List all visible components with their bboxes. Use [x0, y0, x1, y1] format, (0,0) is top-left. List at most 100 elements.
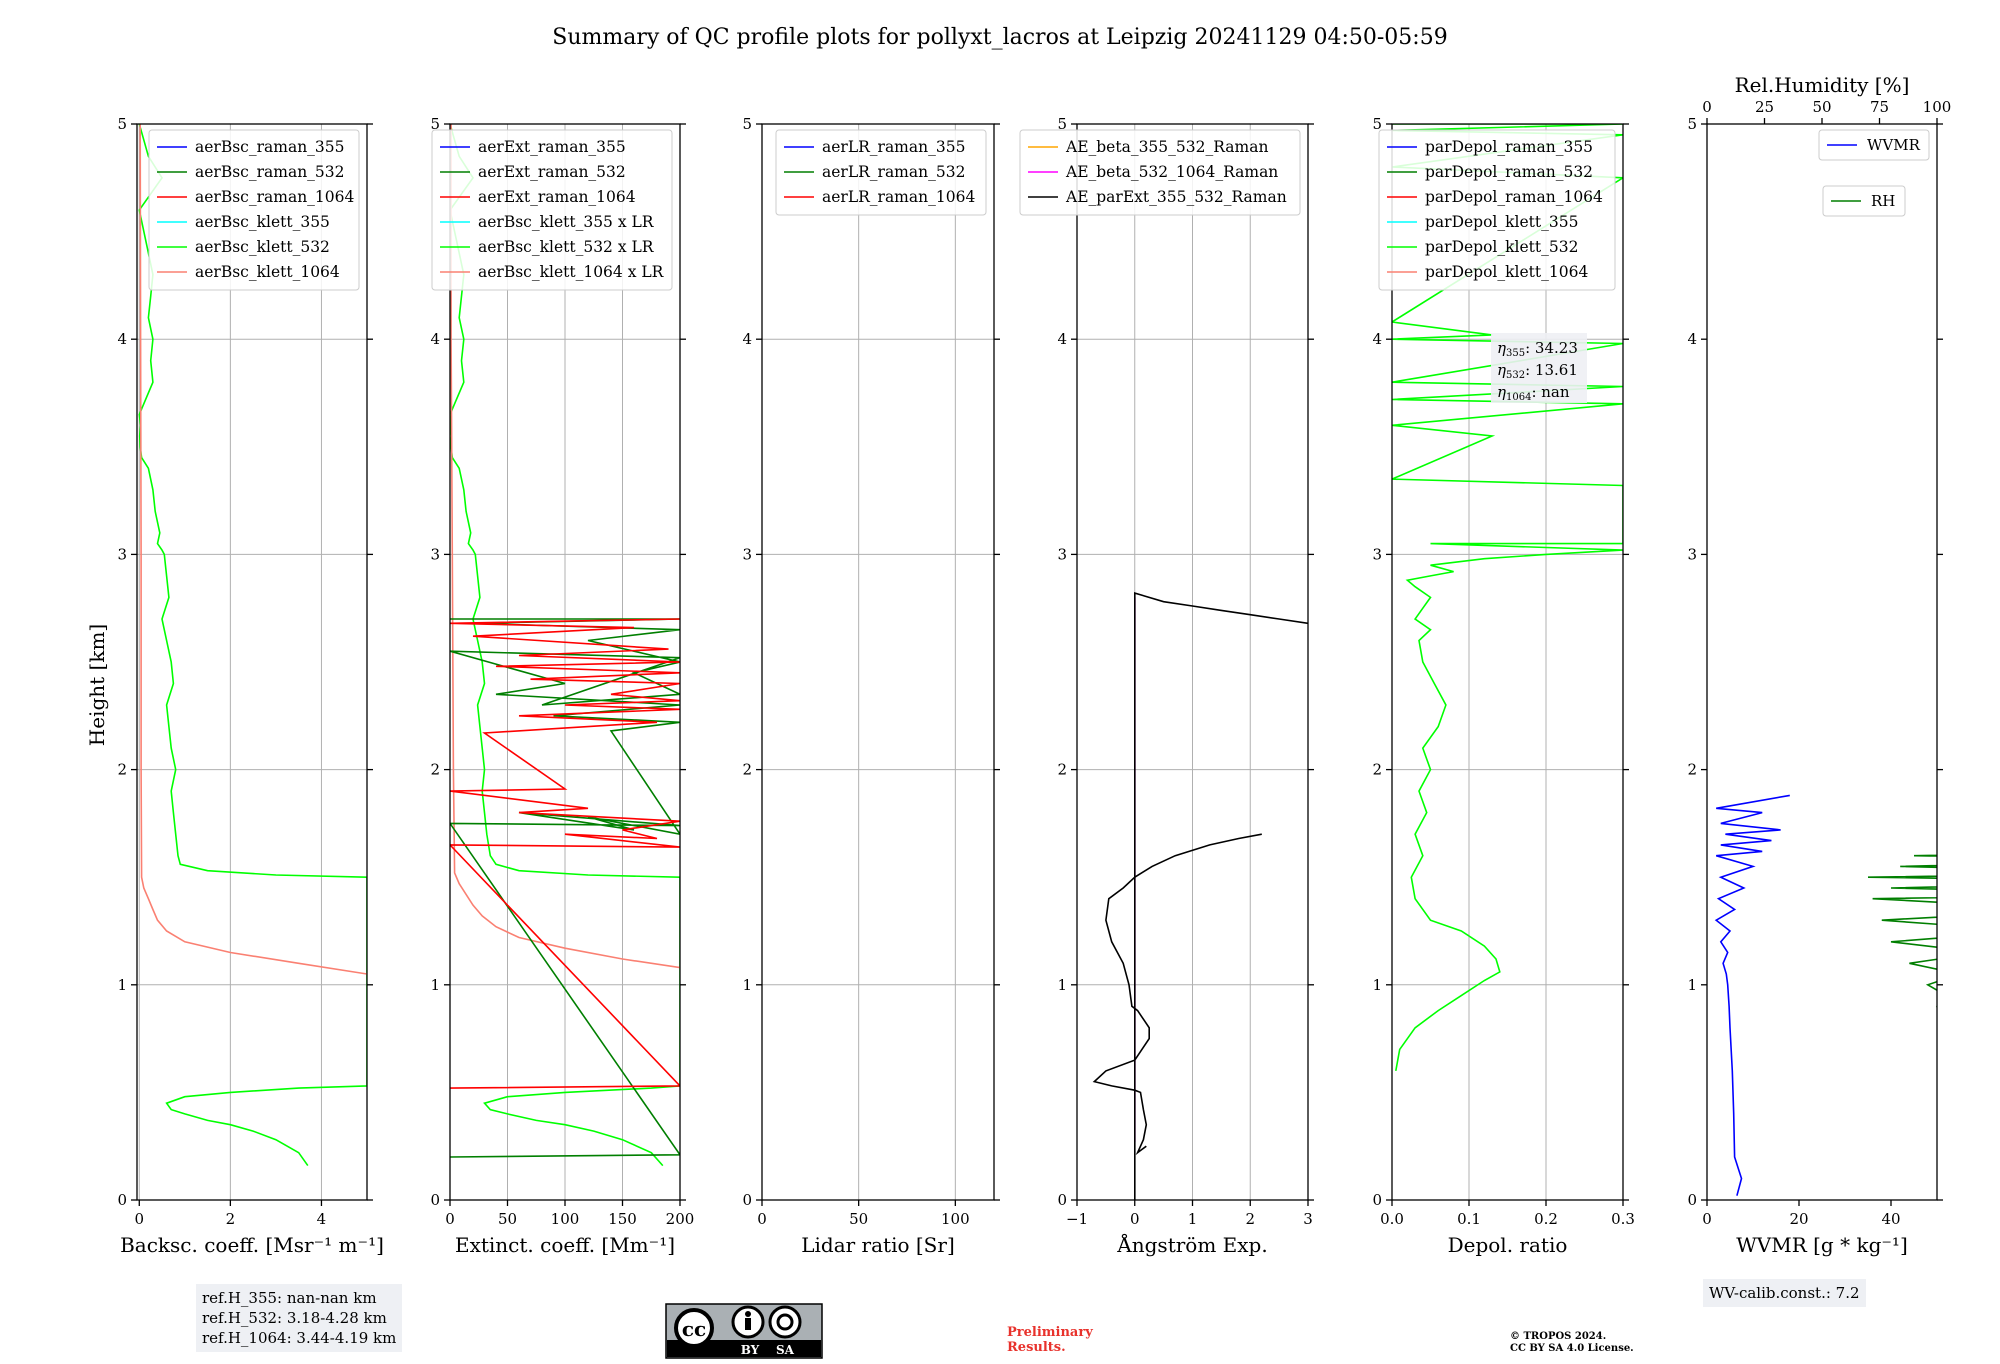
panel-2-legend-label-3: aerBsc_klett_355 x LR	[478, 213, 655, 231]
panel-5-annotation-symbol-1: η	[1497, 361, 1506, 379]
license-line-2: CC BY SA 4.0 License.	[1510, 1343, 1634, 1354]
panel-1-xtick-label-0: 0	[135, 1210, 145, 1228]
panel-2-ytick-label-1: 1	[430, 976, 440, 994]
panel-3-legend-label-2: aerLR_raman_1064	[822, 188, 975, 206]
panel-2-series-0	[450, 124, 680, 1167]
panel-5-xtick-label-0: 0.0	[1380, 1210, 1404, 1228]
panel-5-ytick-label-0: 0	[1372, 1191, 1382, 1209]
panel-5-legend-label-0: parDepol_raman_355	[1425, 138, 1593, 156]
panel-2-xtick-label-1: 50	[498, 1210, 517, 1228]
panel-5-annotation-value-1: : 13.61	[1525, 361, 1578, 379]
panel-6-x2tick-label-0: 0	[1702, 98, 1712, 116]
panel-1-frame	[136, 123, 368, 1201]
panel-5-ytick-label-4: 4	[1372, 330, 1382, 348]
panel-4-ytick-label-5: 5	[1057, 115, 1067, 133]
panel-2-x-axis-label: Extinct. coeff. [Mm⁻¹]	[455, 1233, 675, 1257]
panel-2-legend-label-1: aerExt_raman_532	[478, 163, 626, 181]
panel-5-annotation-value-2: : nan	[1531, 383, 1569, 401]
panel-5-annotation-2: η1064: nan	[1497, 383, 1570, 403]
panel-2: 0 50 100 150 200 0 1 2 3 4 5 Extinct. coeff. [Mm⁻¹]…	[430, 115, 694, 1257]
panel-6-ytick-label-1: 1	[1687, 976, 1697, 994]
panel-1-series-0	[138, 124, 367, 1167]
panel-1-legend-label-3: aerBsc_klett_355	[195, 213, 330, 231]
panel-5-xtick-label-1: 0.1	[1457, 1210, 1481, 1228]
sa-text: SA	[776, 1343, 795, 1357]
panel-4-xtick-label-4: 3	[1303, 1210, 1313, 1228]
panel-5-ytick-label-1: 1	[1372, 976, 1382, 994]
panel-4-ytick-label-4: 4	[1057, 330, 1067, 348]
panel-2-legend-label-4: aerBsc_klett_532 x LR	[478, 238, 655, 256]
panel-1: 0 2 4 0 1 2 3 4 5 Backsc. coeff. [Msr⁻¹ m⁻¹] aerBs…	[117, 115, 383, 1257]
panel-6-x-axis-label: WVMR [g * kg⁻¹]	[1736, 1233, 1908, 1257]
panel-2-xtick-label-4: 200	[666, 1210, 695, 1228]
panel-4-series-1	[1134, 592, 1308, 1200]
panel-4-xtick-label-1: 0	[1130, 1210, 1140, 1228]
panel-3-ytick-label-1: 1	[742, 976, 752, 994]
panel-3-frame	[761, 123, 995, 1201]
panel-4-ytick-label-0: 0	[1057, 1191, 1067, 1209]
panel-6-x2tick-label-4: 100	[1923, 98, 1952, 116]
panel-1-ytick-label-2: 2	[117, 761, 127, 779]
panel-5-annotation-symbol-0: η	[1497, 339, 1506, 357]
panel-4-series-2	[1092, 833, 1262, 1156]
panel-6-xtick-label-0: 0	[1702, 1210, 1712, 1228]
ref-height-355: ref.H_355: nan-nan km	[202, 1289, 377, 1307]
panel-5-legend-label-4: parDepol_klett_532	[1425, 238, 1578, 256]
panel-6-legend-label-0: WVMR	[1867, 136, 1921, 154]
panel-5-legend-label-5: parDepol_klett_1064	[1425, 263, 1588, 281]
ref-height-532: ref.H_532: 3.18-4.28 km	[202, 1309, 387, 1327]
figure-title: Summary of QC profile plots for pollyxt_…	[552, 25, 1447, 50]
panel-3-ytick-label-2: 2	[742, 761, 752, 779]
panel-2-series-1	[450, 124, 680, 969]
panel-2-ytick-label-0: 0	[430, 1191, 440, 1209]
panel-3-ytick-label-0: 0	[742, 1191, 752, 1209]
panel-6-legend-box-1	[1822, 185, 1906, 217]
panel-6-xtick-label-1: 20	[1789, 1210, 1808, 1228]
panel-4-x-axis-label: Ångström Exp.	[1116, 1232, 1267, 1257]
panel-2-xtick-label-2: 100	[551, 1210, 580, 1228]
panel-5-annotation-1: η532: 13.61	[1497, 361, 1578, 381]
panel-2-legend-label-0: aerExt_raman_355	[478, 138, 626, 156]
panel-6-x2-axis-label: Rel.Humidity [%]	[1735, 73, 1910, 97]
panel-6-x2tick-label-2: 50	[1812, 98, 1831, 116]
sa-icon	[768, 1305, 802, 1339]
panel-5-annotation-sub-1: 532	[1506, 370, 1525, 381]
panel-2-ytick-label-2: 2	[430, 761, 440, 779]
panel-4-xtick-label-2: 1	[1188, 1210, 1198, 1228]
panel-5-annotation-sub-0: 355	[1506, 348, 1525, 359]
panel-4-legend-box	[1019, 129, 1301, 216]
panel-5-legend-box	[1378, 129, 1616, 291]
panel-6-series-1	[1867, 844, 1937, 1011]
panel-5-xtick-label-2: 0.2	[1534, 1210, 1558, 1228]
panel-5-annotation-sub-2: 1064	[1506, 392, 1531, 403]
panel-4-legend-label-1: AE_beta_532_1064_Raman	[1065, 163, 1278, 181]
panel-2-legend-box	[431, 129, 673, 291]
panel-3-xtick-label-0: 0	[757, 1210, 767, 1228]
panel-4-xtick-label-0: −1	[1066, 1210, 1088, 1228]
panel-2-ytick-label-4: 4	[430, 330, 440, 348]
panel-3-xtick-label-1: 50	[849, 1210, 868, 1228]
y-axis-label: Height [km]	[85, 624, 109, 746]
panel-1-ytick-label-5: 5	[117, 115, 127, 133]
panel-5-ytick-label-3: 3	[1372, 545, 1382, 563]
panel-4-ytick-label-2: 2	[1057, 761, 1067, 779]
panel-5-legend-label-1: parDepol_raman_532	[1425, 163, 1593, 181]
panel-3-ytick-label-3: 3	[742, 545, 752, 563]
panel-2-legend-label-5: aerBsc_klett_1064 x LR	[478, 263, 665, 281]
panel-6-legend-label-1: RH	[1871, 192, 1895, 210]
panel-1-legend-label-4: aerBsc_klett_532	[195, 238, 330, 256]
panel-6-ytick-label-5: 5	[1687, 115, 1697, 133]
panel-6-legend-box-0	[1818, 129, 1930, 161]
panel-3-ytick-label-4: 4	[742, 330, 752, 348]
panel-6-frame	[1706, 123, 1938, 1201]
panel-5-legend-label-3: parDepol_klett_355	[1425, 213, 1578, 231]
panel-3: 0 50 100 0 1 2 3 4 5 Lidar ratio [Sr] aerLR_raman_…	[742, 115, 1000, 1257]
panel-3-x-axis-label: Lidar ratio [Sr]	[801, 1233, 955, 1257]
panel-4-ytick-label-3: 3	[1057, 545, 1067, 563]
panel-4-ytick-label-1: 1	[1057, 976, 1067, 994]
panel-1-series-1	[139, 124, 367, 975]
